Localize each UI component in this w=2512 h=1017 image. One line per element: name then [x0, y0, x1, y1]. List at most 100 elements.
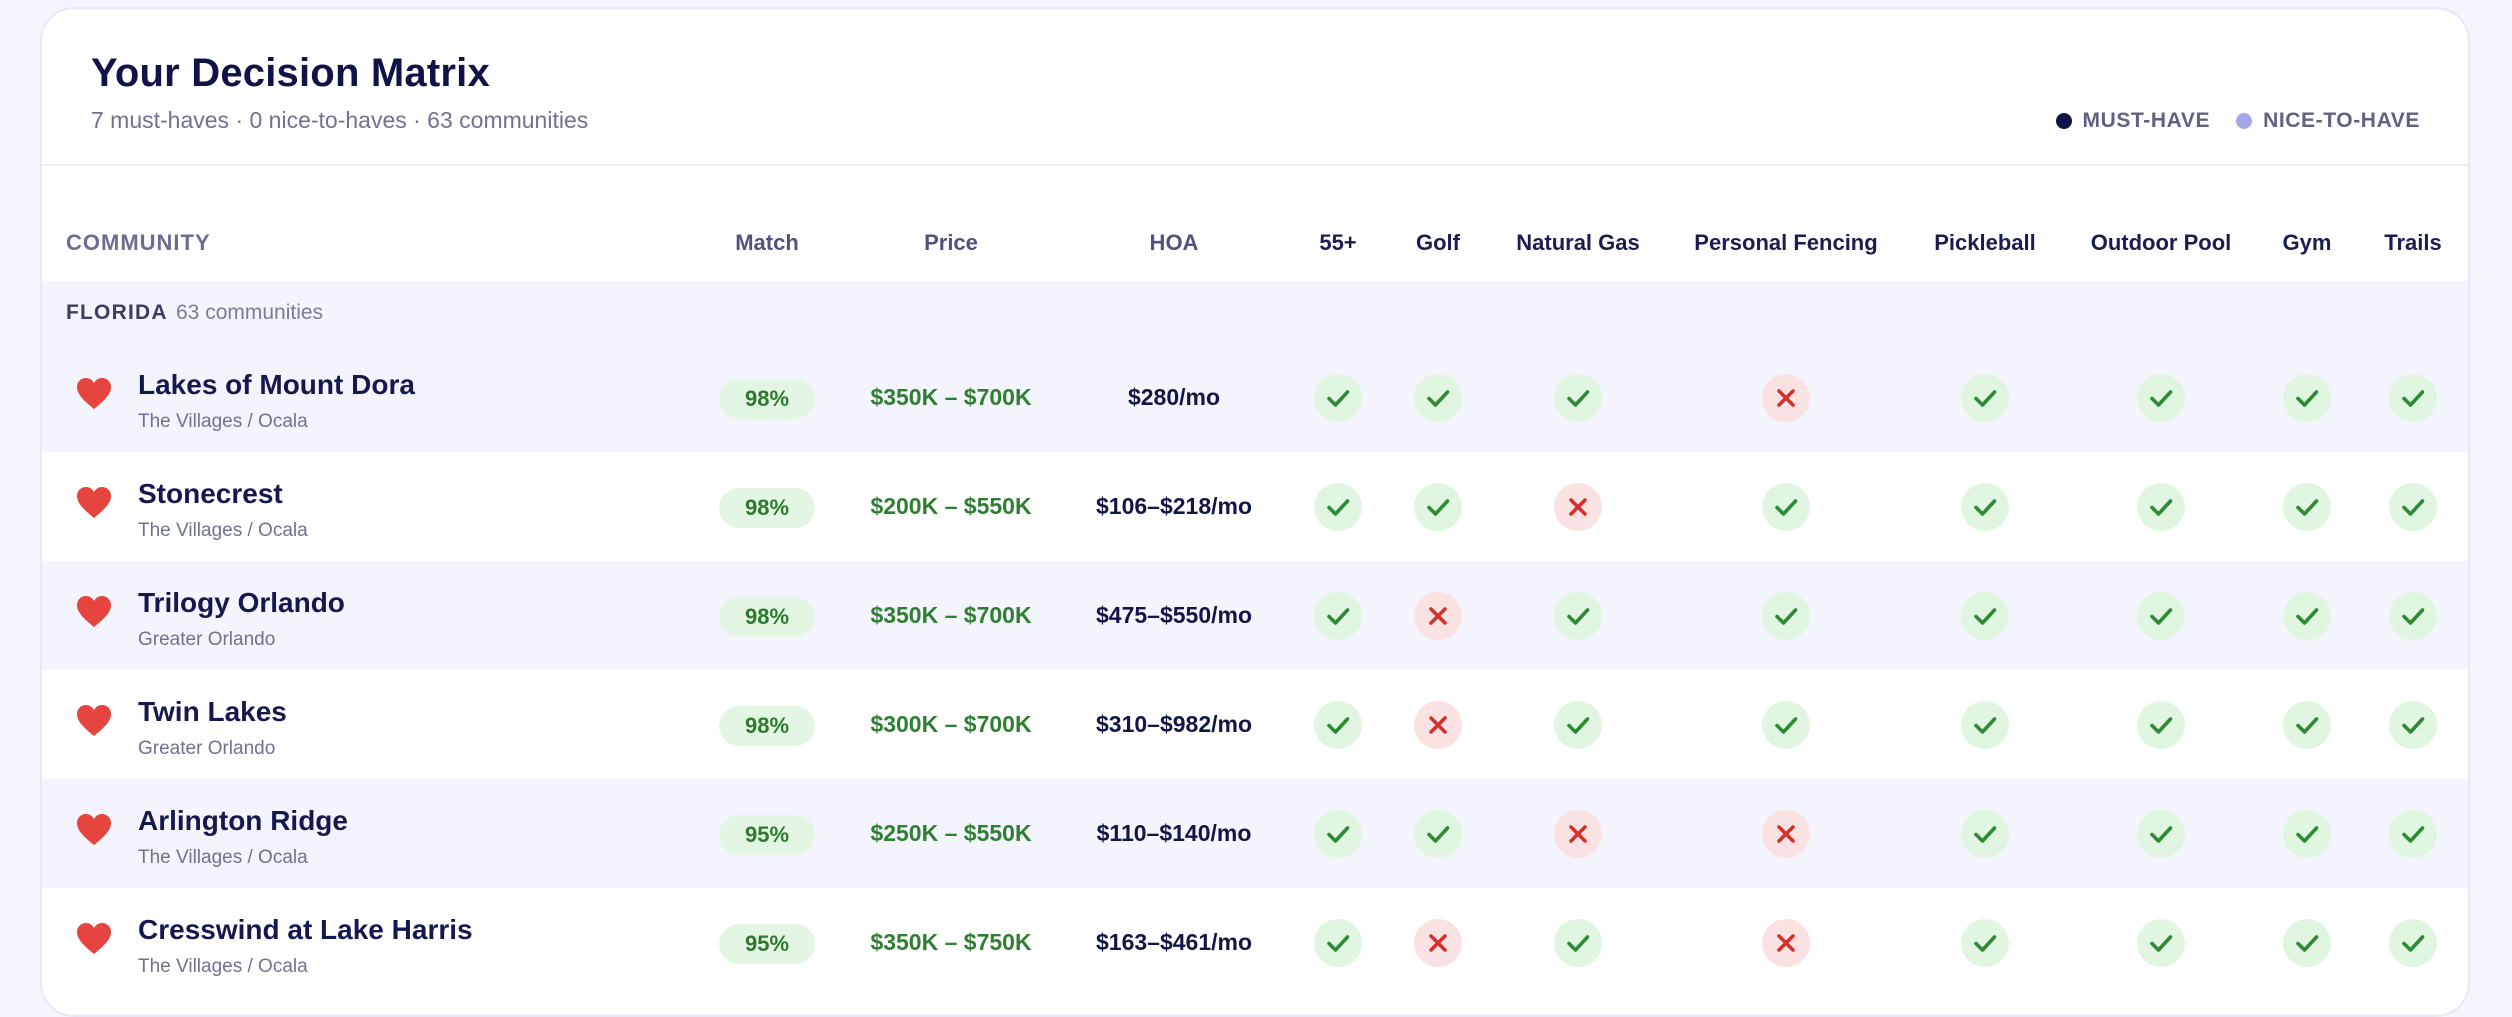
community-name[interactable]: Trilogy Orlando [138, 587, 345, 618]
hoa-fee: $310–$982/mo [1095, 711, 1253, 737]
favorite-heart-icon[interactable] [76, 377, 112, 411]
personal-fencing-check-icon [1762, 592, 1810, 640]
column-header-price[interactable]: Price [924, 230, 978, 255]
golf-cross-icon [1414, 592, 1462, 640]
gym-check-icon [2283, 701, 2331, 749]
match-badge: 95% [719, 924, 815, 964]
gym-check-icon [2283, 374, 2331, 422]
trails-check-icon [2389, 592, 2437, 640]
nice-to-have-dot-icon [2236, 113, 2253, 129]
personal-fencing-cross-icon [1762, 374, 1810, 422]
community-name[interactable]: Stonecrest [138, 478, 283, 509]
column-header-community[interactable]: COMMUNITY [66, 230, 211, 255]
legend-label-nice-to-have: NICE-TO-HAVE [2263, 109, 2420, 132]
table-row[interactable]: Twin Lakes Greater Orlando 98% $300K – $700… [42, 670, 2468, 779]
column-header-natural-gas[interactable]: Natural Gas [1516, 230, 1640, 255]
hoa-fee: $280/mo [1127, 384, 1221, 410]
favorite-heart-icon[interactable] [76, 813, 112, 847]
table-row[interactable]: Trilogy Orlando Greater Orlando 98% $350K –… [42, 561, 2468, 670]
match-badge: 98% [719, 706, 815, 746]
table-row[interactable]: Stonecrest The Villages / Ocala 98% $200K –… [42, 452, 2468, 561]
community-name[interactable]: Twin Lakes [138, 696, 287, 727]
55-plus-check-icon [1314, 919, 1362, 967]
match-badge: 95% [719, 815, 815, 855]
hoa-fee: $110–$140/mo [1096, 820, 1252, 846]
trails-check-icon [2389, 374, 2437, 422]
community-region: The Villages / Ocala [138, 520, 308, 541]
column-header-outdoor-pool[interactable]: Outdoor Pool [2090, 230, 2232, 255]
community-region: The Villages / Ocala [138, 956, 308, 977]
outdoor-pool-check-icon [2137, 592, 2185, 640]
trails-check-icon [2389, 701, 2437, 749]
match-badge: 98% [719, 597, 815, 637]
pickleball-check-icon [1961, 483, 2009, 531]
decision-matrix-card: Your Decision Matrix 7 must-haves · 0 ni… [40, 7, 2470, 1017]
legend-label-must-have: MUST-HAVE [2082, 109, 2211, 132]
outdoor-pool-check-icon [2137, 701, 2185, 749]
outdoor-pool-check-icon [2137, 919, 2185, 967]
natural-gas-check-icon [1554, 592, 1602, 640]
golf-check-icon [1414, 483, 1462, 531]
price-range: $350K – $750K [870, 929, 1032, 955]
column-header-pickleball[interactable]: Pickleball [1934, 230, 2036, 255]
page-title: Your Decision Matrix [91, 51, 490, 95]
personal-fencing-check-icon [1762, 483, 1810, 531]
natural-gas-check-icon [1554, 701, 1602, 749]
pickleball-check-icon [1961, 374, 2009, 422]
55-plus-check-icon [1314, 483, 1362, 531]
column-header-match[interactable]: Match [735, 230, 799, 255]
golf-cross-icon [1414, 919, 1462, 967]
favorite-heart-icon[interactable] [76, 595, 112, 629]
personal-fencing-cross-icon [1762, 810, 1810, 858]
55-plus-check-icon [1314, 374, 1362, 422]
column-header-personal-fencing[interactable]: Personal Fencing [1694, 230, 1878, 255]
55-plus-check-icon [1314, 810, 1362, 858]
55-plus-check-icon [1314, 701, 1362, 749]
table-row[interactable]: Lakes of Mount Dora The Villages / Ocala 9… [42, 343, 2468, 452]
legend-item-must-have: MUST-HAVE [2055, 109, 2211, 133]
community-name[interactable]: Lakes of Mount Dora [138, 369, 415, 400]
natural-gas-check-icon [1554, 919, 1602, 967]
community-region: The Villages / Ocala [138, 411, 308, 432]
personal-fencing-check-icon [1762, 701, 1810, 749]
community-region: The Villages / Ocala [138, 847, 308, 868]
hoa-fee: $106–$218/mo [1095, 493, 1253, 519]
outdoor-pool-check-icon [2137, 810, 2185, 858]
legend: MUST-HAVE NICE-TO-HAVE [2030, 109, 2420, 133]
hoa-fee: $475–$550/mo [1095, 602, 1253, 628]
table-header: COMMUNITY Match Price HOA 55+ Golf Natur… [42, 166, 2468, 281]
gym-check-icon [2283, 483, 2331, 531]
pickleball-check-icon [1961, 919, 2009, 967]
gym-check-icon [2283, 810, 2331, 858]
column-header-gym[interactable]: Gym [2282, 230, 2332, 255]
matrix-header: Your Decision Matrix 7 must-haves · 0 ni… [42, 9, 2468, 166]
natural-gas-check-icon [1554, 374, 1602, 422]
must-have-dot-icon [2055, 113, 2072, 129]
favorite-heart-icon[interactable] [76, 922, 112, 956]
group-count: 63 communities [176, 301, 324, 324]
favorite-heart-icon[interactable] [76, 486, 112, 520]
group-header-florida[interactable]: FLORIDA 63 communities [42, 281, 2468, 343]
price-range: $350K – $700K [870, 384, 1032, 410]
pickleball-check-icon [1961, 592, 2009, 640]
legend-item-nice-to-have: NICE-TO-HAVE [2236, 109, 2420, 133]
price-range: $300K – $700K [870, 711, 1032, 737]
column-header-golf[interactable]: Golf [1416, 230, 1460, 255]
group-name: FLORIDA [66, 301, 168, 324]
community-region: Greater Orlando [138, 629, 276, 650]
match-badge: 98% [719, 488, 815, 528]
community-name[interactable]: Arlington Ridge [138, 805, 348, 836]
column-header-55-plus[interactable]: 55+ [1319, 230, 1357, 255]
table-row[interactable]: Cresswind at Lake Harris The Villages / O… [42, 888, 2468, 997]
matrix-summary: 7 must-haves · 0 nice-to-haves · 63 comm… [91, 107, 589, 133]
gym-check-icon [2283, 919, 2331, 967]
community-name[interactable]: Cresswind at Lake Harris [138, 914, 473, 945]
match-badge: 98% [719, 379, 815, 419]
column-header-trails[interactable]: Trails [2384, 230, 2442, 255]
community-region: Greater Orlando [138, 738, 276, 759]
table-row[interactable]: Arlington Ridge The Villages / Ocala 95% $2… [42, 779, 2468, 888]
column-header-hoa[interactable]: HOA [1149, 230, 1199, 255]
price-range: $250K – $550K [870, 820, 1032, 846]
golf-check-icon [1414, 810, 1462, 858]
favorite-heart-icon[interactable] [76, 704, 112, 738]
